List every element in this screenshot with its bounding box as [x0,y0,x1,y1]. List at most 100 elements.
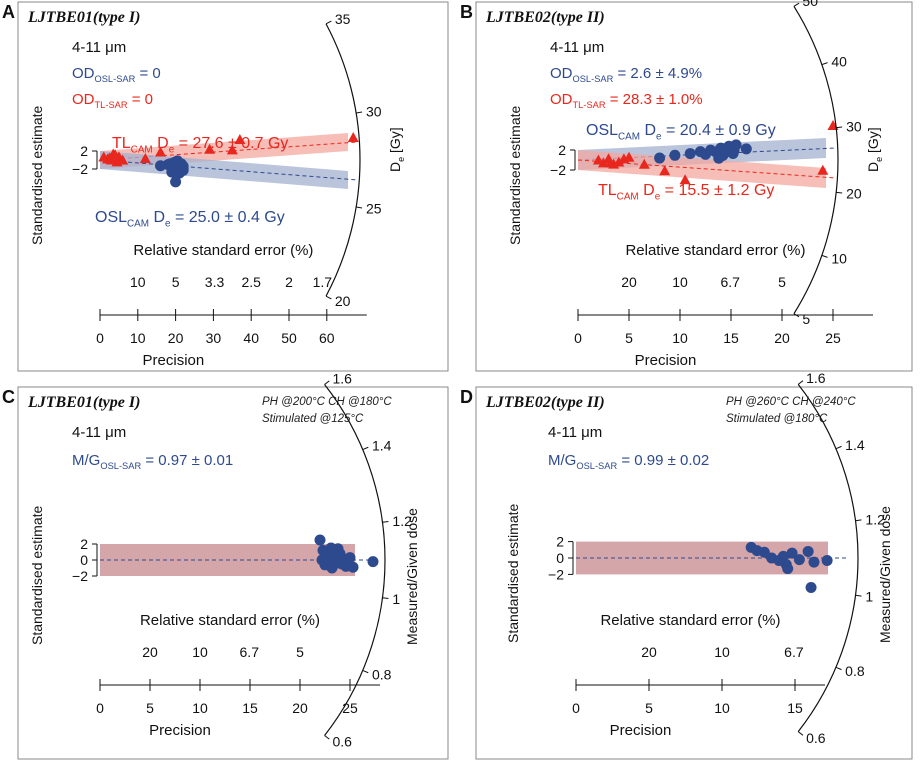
osl-point [684,148,696,160]
precision-tick-label: 5 [146,700,154,716]
precision-tick-label: 5 [645,700,653,716]
panel-letter: A [2,2,15,22]
rse-axis-label: Relative standard error (%) [133,242,313,259]
mg-annotation: M/GOSL-SAR = 0.99 ± 0.02 [548,452,709,471]
conditions-line-2: Stimulated @180°C [726,413,828,425]
tl-cam-annotation: TLCAM De = 27.6 ± 0.7 Gy [112,135,288,155]
tl-point [139,152,151,163]
radial-tick [793,2,800,7]
y-tick-label: −2 [550,162,566,178]
tl-point [638,158,650,169]
osl-point [713,152,725,164]
radial-axis-label: De [Gy] [387,127,406,172]
rse-tick-label: 5 [296,644,304,660]
panel-c: C LJTBE01(type I) PH @200°C CH @180°C Stimu… [2,370,449,760]
osl-point [367,556,379,568]
osl-point [728,144,740,156]
tl-point [613,156,625,167]
radial-axis-label: Measured/Given dose [404,508,420,645]
panel-title: LJTBE02(type II) [485,394,605,411]
radial-tick [356,111,363,114]
tl-point [154,146,166,157]
rse-tick-label: 2.5 [241,274,261,290]
precision-axis-label: Precision [610,722,672,739]
y-tick-label: −2 [72,161,88,177]
panel-letter: D [460,387,473,407]
radial-tick [836,126,843,129]
tl-point [226,144,238,155]
radial-tick-label: 20 [846,185,862,201]
radial-tick [325,20,332,25]
precision-tick-label: 20 [168,330,184,346]
radial-tick-label: 25 [366,201,382,217]
rse-tick-label: 10 [714,644,730,660]
y-axis-label: Standardised estimate [507,105,523,245]
precision-tick-label: 20 [292,700,308,716]
radial-tick-label: 40 [831,53,847,69]
radial-tick-label: 1 [865,589,873,605]
rse-axis-label: Relative standard error (%) [140,612,320,629]
precision-tick-label: 15 [723,330,739,346]
y-axis-label: Standardised estimate [505,503,521,643]
osl-point [154,160,166,172]
radial-tick [324,380,330,385]
od-osl-annotation: ODOSL-SAR = 2.6 ± 4.9% [550,65,702,84]
precision-tick-label: 10 [130,330,146,346]
panel-a: A LJTBE01(type I) 4-11 μm Standardised esti… [2,1,449,372]
osl-point [339,553,351,565]
rse-tick-label: 20 [142,644,158,660]
precision-tick-label: 0 [96,700,104,716]
rse-tick-label: 6.7 [721,274,741,290]
y-tick-label: −2 [548,566,564,582]
radial-tick-label: 1.2 [865,511,885,527]
osl-point [326,562,338,574]
radial-tick [356,206,363,209]
tl-point [623,151,635,162]
radial-axis-arc [324,384,386,736]
precision-tick-label: 10 [192,700,208,716]
precision-tick-label: 15 [242,700,258,716]
panel-frame [475,1,913,372]
radial-tick-label: 0.6 [806,730,826,746]
conditions-line-2: Stimulated @125°C [262,413,364,425]
y-tick-label: 2 [80,536,88,552]
radial-axis-arc [793,6,839,314]
rse-tick-label: 5 [172,274,180,290]
y-tick-label: 2 [556,534,564,550]
rse-axis-label: Relative standard error (%) [625,242,805,259]
radial-tick-label: 0.8 [372,666,392,682]
radial-tick-label: 10 [831,251,847,267]
osl-point [780,559,792,571]
precision-tick-label: 10 [672,330,688,346]
radial-tick [821,62,828,66]
osl-cam-annotation: OSLCAM De = 20.4 ± 0.9 Gy [586,122,776,142]
osl-point [808,556,820,568]
radial-tick [797,731,804,736]
precision-tick-label: 25 [825,330,841,346]
radial-tick [797,380,804,385]
precision-tick-label: 25 [342,700,358,716]
panel-d: D LJTBE02(type II) PH @260°C CH @240°C Stim… [460,370,913,760]
radial-axis-arc [325,23,361,297]
grain-size: 4-11 μm [550,39,604,56]
osl-cam-annotation: OSLCAM De = 25.0 ± 0.4 Gy [95,209,285,229]
osl-point [314,534,326,546]
rse-axis-label: Relative standard error (%) [600,612,780,629]
osl-point [786,547,798,559]
radial-tick [821,254,828,258]
rse-tick-label: 6.7 [784,644,804,660]
tl-point [659,165,671,176]
radial-tick-label: 0.8 [845,663,865,679]
rse-tick-label: 10 [672,274,688,290]
radial-tick-label: 1.2 [392,513,412,529]
tl-point [817,164,829,175]
radial-tick-label: 1.6 [332,370,352,386]
rse-tick-label: 10 [192,644,208,660]
y-tick-label: −2 [72,568,88,584]
rse-tick-label: 1.7 [313,274,333,290]
osl-point [740,143,752,155]
tl-point [111,156,123,167]
rse-tick-label: 20 [621,274,637,290]
